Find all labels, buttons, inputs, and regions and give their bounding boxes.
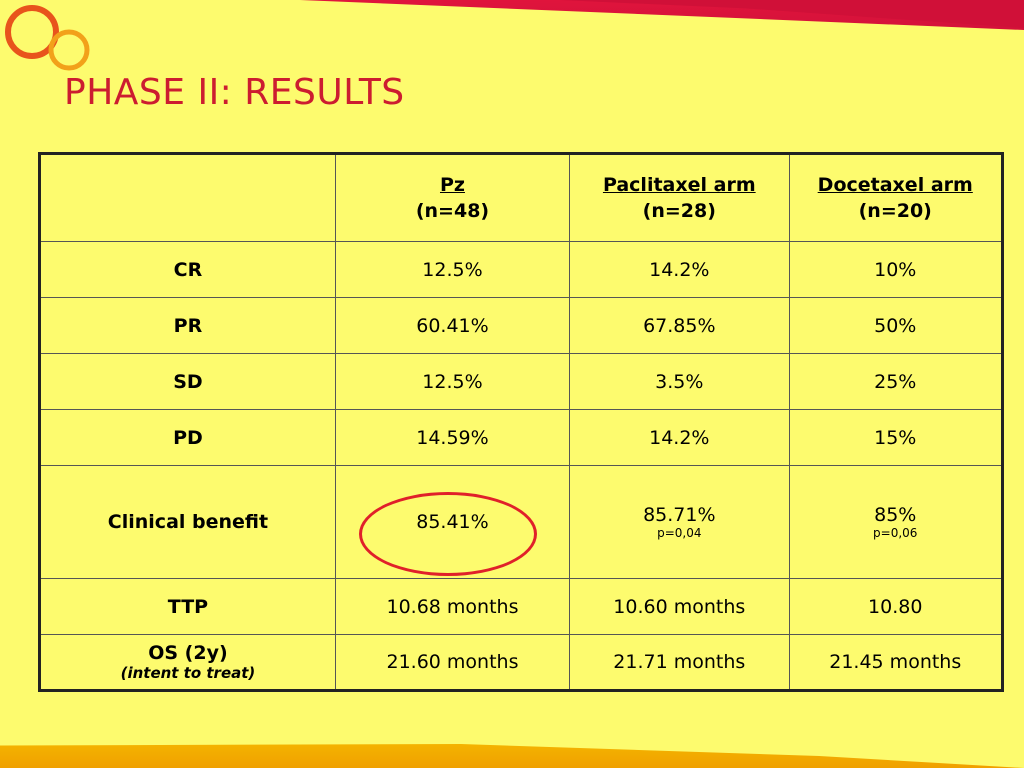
header-name: Paclitaxel arm xyxy=(602,174,756,196)
cell-pz: 12.5% xyxy=(334,353,571,410)
header-pz: Pz (n=48) xyxy=(334,153,571,242)
p-value: p=0,04 xyxy=(657,526,702,540)
header-docetaxel: Docetaxel arm (n=20) xyxy=(788,153,1003,242)
header-n: (n=28) xyxy=(642,200,716,222)
cell-pz: 21.60 months xyxy=(334,634,571,691)
row-label: OS (2y) xyxy=(148,642,228,664)
row-note: (intent to treat) xyxy=(120,664,256,682)
cell-pz: 10.68 months xyxy=(334,578,571,635)
table-row-ttp: TTP 10.68 months 10.60 months 10.80 xyxy=(39,578,1003,635)
row-label-cell: OS (2y) (intent to treat) xyxy=(39,634,336,691)
cell-value: 85.41% xyxy=(416,511,489,533)
table-row-cr: CR 12.5% 14.2% 10% xyxy=(39,241,1003,298)
header-paclitaxel: Paclitaxel arm (n=28) xyxy=(569,153,790,242)
header-name: Docetaxel arm xyxy=(817,174,973,196)
cell-pz: 12.5% xyxy=(334,241,571,298)
table-row-sd: SD 12.5% 3.5% 25% xyxy=(39,353,1003,410)
cell-paclitaxel: 14.2% xyxy=(569,241,790,298)
cell-paclitaxel: 14.2% xyxy=(569,409,790,466)
row-label: CR xyxy=(39,241,336,298)
table-row-os: OS (2y) (intent to treat) 21.60 months 2… xyxy=(39,634,1003,691)
cell-docetaxel: 50% xyxy=(788,297,1003,354)
cell-docetaxel: 10.80 xyxy=(788,578,1003,635)
rings-logo-icon xyxy=(5,5,90,71)
cell-docetaxel: 10% xyxy=(788,241,1003,298)
slide-title: PHASE II: RESULTS xyxy=(64,72,405,113)
cell-pz: 60.41% xyxy=(334,297,571,354)
row-label: Clinical benefit xyxy=(39,465,336,579)
header-n: (n=48) xyxy=(415,200,490,222)
cell-docetaxel: 15% xyxy=(788,409,1003,466)
cell-paclitaxel: 21.71 months xyxy=(569,634,790,691)
cell-pz: 85.41% xyxy=(334,465,571,579)
cell-value: 85.71% xyxy=(643,504,716,526)
table-row-pd: PD 14.59% 14.2% 15% xyxy=(39,409,1003,466)
cell-docetaxel: 85% p=0,06 xyxy=(788,465,1003,579)
cell-docetaxel: 25% xyxy=(788,353,1003,410)
p-value: p=0,06 xyxy=(873,526,918,540)
header-empty-cell xyxy=(39,153,336,242)
results-table: Pz (n=48) Paclitaxel arm (n=28) Docetaxe… xyxy=(38,152,1004,692)
cell-pz: 14.59% xyxy=(334,409,571,466)
table-row-pr: PR 60.41% 67.85% 50% xyxy=(39,297,1003,354)
row-label: TTP xyxy=(39,578,336,635)
table-row-clinical-benefit: Clinical benefit 85.41% 85.71% p=0,04 85… xyxy=(39,465,1003,579)
cell-docetaxel: 21.45 months xyxy=(788,634,1003,691)
row-label: PD xyxy=(39,409,336,466)
header-name: Pz xyxy=(439,174,465,196)
cell-paclitaxel: 67.85% xyxy=(569,297,790,354)
header-n: (n=20) xyxy=(858,200,932,222)
bottom-decorative-band xyxy=(0,744,1024,768)
table-header-row: Pz (n=48) Paclitaxel arm (n=28) Docetaxe… xyxy=(39,153,1003,242)
cell-paclitaxel: 3.5% xyxy=(569,353,790,410)
cell-value: 85% xyxy=(874,504,917,526)
cell-paclitaxel: 85.71% p=0,04 xyxy=(569,465,790,579)
row-label: SD xyxy=(39,353,336,410)
row-label: PR xyxy=(39,297,336,354)
cell-paclitaxel: 10.60 months xyxy=(569,578,790,635)
